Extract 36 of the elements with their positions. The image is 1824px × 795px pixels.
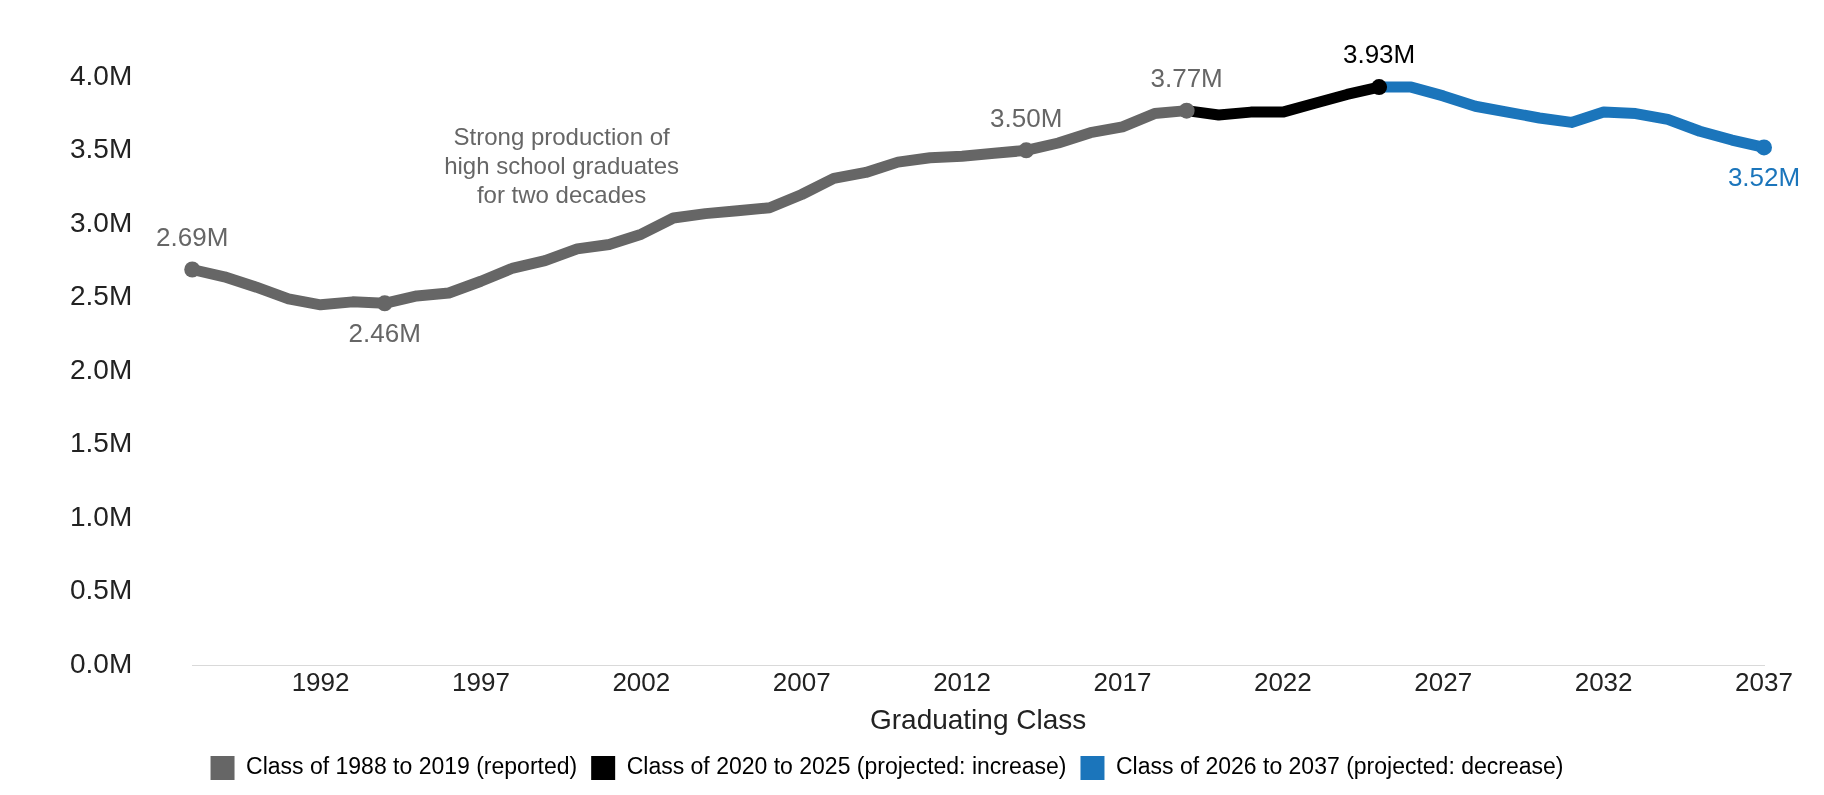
data-label: 3.77M (1150, 62, 1223, 93)
x-axis-title: Graduating Class (869, 703, 1087, 735)
x-tick-label: 2002 (612, 666, 671, 697)
y-tick-label: 1.5M (70, 427, 133, 459)
data-label: 3.93M (1342, 39, 1416, 70)
x-tick-label: 2022 (1253, 666, 1312, 697)
legend-label: Class of 2020 to 2025 (projected: increase) (626, 753, 1067, 780)
y-tick-label: 1.0M (70, 500, 133, 532)
legend-label: Class of 2026 to 2037 (projected: decrease) (1115, 753, 1564, 780)
y-tick-label: 3.0M (70, 206, 133, 238)
y-tick-label: 0.0M (70, 647, 133, 679)
x-tick-label: 1992 (291, 666, 350, 697)
annotation: Strong production of high school graduates for two decades (444, 123, 680, 209)
y-tick-label: 3.5M (70, 133, 133, 165)
point (1178, 102, 1195, 119)
point (376, 295, 393, 312)
y-tick-label: 2.0M (70, 353, 133, 385)
x-tick-label: 2012 (933, 666, 992, 697)
point (184, 261, 201, 278)
legend-label: Class of 1988 to 2019 (reported) (246, 753, 578, 780)
point (1018, 142, 1035, 159)
x-tick-label: 2017 (1093, 666, 1152, 697)
data-label: 2.69M (156, 221, 229, 252)
point (1371, 79, 1388, 96)
x-tick-label: 1997 (452, 666, 510, 697)
data-label: 3.52M (1727, 161, 1801, 192)
x-tick-label: 2032 (1574, 666, 1633, 697)
x-tick-label: 2037 (1735, 666, 1793, 697)
point (1756, 139, 1772, 156)
x-tick-label: 2007 (772, 666, 831, 697)
x-tick-label: 2027 (1414, 666, 1473, 697)
y-tick-label: 2.5M (70, 280, 133, 312)
data-label: 3.50M (990, 102, 1063, 133)
data-label: 2.46M (348, 317, 421, 348)
y-tick-label: 4.0M (70, 59, 133, 91)
y-tick-label: 0.5M (70, 574, 133, 606)
